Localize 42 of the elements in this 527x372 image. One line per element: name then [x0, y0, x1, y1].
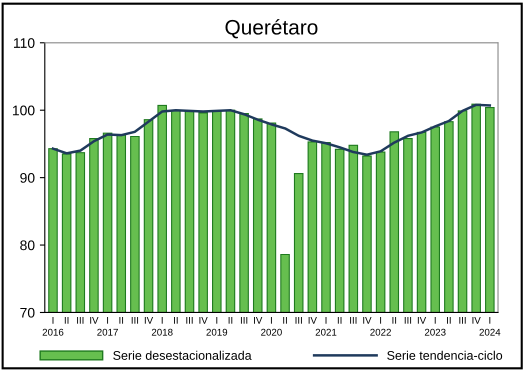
y-tick-label: 70	[20, 308, 35, 318]
x-tick-label: IV	[90, 317, 98, 324]
x-tick-label: I 2022	[370, 317, 391, 336]
x-tick-label: IV	[144, 317, 154, 324]
x-tick-label: I 2021	[316, 317, 336, 336]
x-tick-label: II	[447, 317, 451, 324]
y-tick-label: 100	[12, 106, 35, 116]
legend-label: Serie tendencia-ciclo	[387, 350, 502, 360]
x-tick-label: II	[338, 317, 342, 324]
x-tick-label: I 2019	[206, 317, 228, 336]
legend-label: Serie desestacionalizada	[113, 350, 252, 360]
x-tick-label: III	[132, 317, 138, 324]
x-tick-label: III	[404, 317, 412, 324]
x-tick-label: II	[119, 317, 124, 324]
x-tick-label: IV	[363, 317, 372, 324]
x-tick-label: III	[296, 317, 302, 324]
x-tick-label: IV	[472, 317, 481, 324]
x-tick-label: I 2018	[152, 317, 173, 336]
x-tick-label: IV	[308, 317, 317, 324]
x-tick-label: II	[392, 317, 396, 324]
x-tick-label: III	[186, 317, 193, 324]
line-series	[52, 104, 492, 156]
x-tick-label: I 2016	[42, 317, 64, 336]
x-tick-label: II	[228, 317, 232, 324]
x-tick-label: II	[283, 317, 287, 324]
x-tick-label: II	[174, 317, 178, 324]
x-tick-label: I 2020	[261, 317, 282, 336]
x-tick-label: III	[350, 317, 356, 324]
x-tick-label: I 2024	[480, 317, 500, 336]
x-tick-label: IV	[418, 317, 426, 324]
x-tick-label: IV	[199, 317, 208, 324]
chart-title: Querétaro	[225, 19, 318, 38]
x-tick-label: III	[240, 317, 248, 324]
y-tick-label: 80	[20, 240, 35, 250]
x-tick-label: III	[459, 317, 466, 324]
x-tick-label: I 2017	[97, 317, 118, 336]
x-tick-label: II	[64, 317, 68, 324]
y-tick-label: 90	[20, 172, 35, 183]
y-tick-label: 110	[14, 38, 35, 48]
x-tick-label: I 2023	[424, 317, 446, 336]
x-tick-label: IV	[254, 317, 262, 324]
x-tick-label: III	[77, 317, 84, 324]
